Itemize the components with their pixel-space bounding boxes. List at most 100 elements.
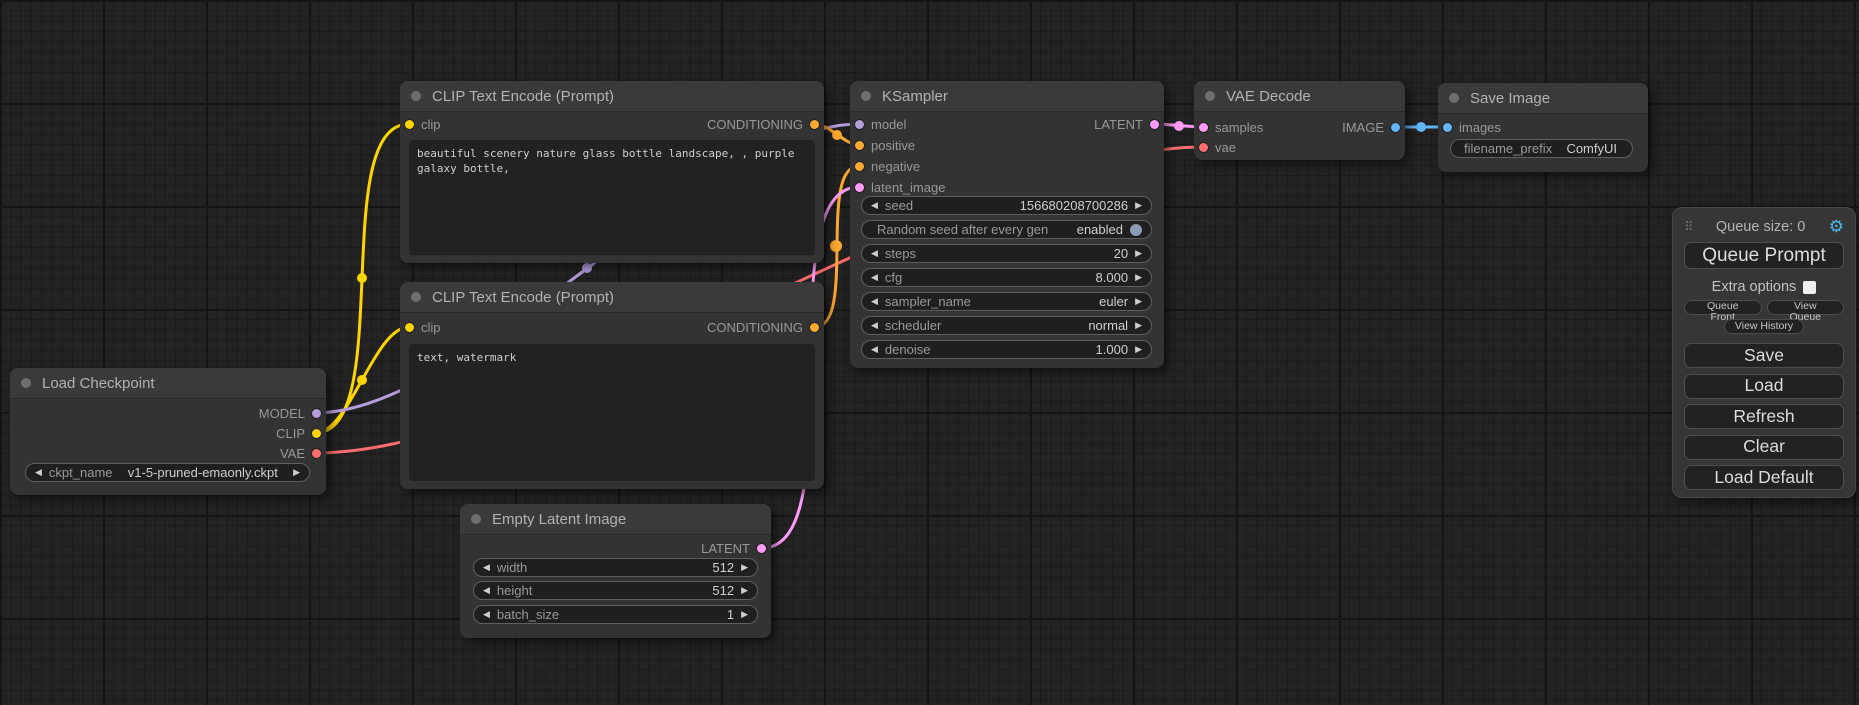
output-port-image[interactable]: IMAGE [1342, 118, 1400, 136]
increment-arrow-icon[interactable]: ▶ [741, 585, 748, 595]
collapse-dot-icon[interactable] [1205, 91, 1215, 101]
node-titlebar[interactable]: Empty Latent Image [460, 504, 771, 535]
port-dot[interactable] [855, 140, 864, 150]
decrement-arrow-icon[interactable]: ◀ [871, 248, 878, 258]
collapse-dot-icon[interactable] [1449, 93, 1459, 103]
increment-arrow-icon[interactable]: ▶ [741, 562, 748, 572]
save-button[interactable]: Save [1684, 343, 1844, 368]
port-dot[interactable] [405, 322, 414, 332]
decrement-arrow-icon[interactable]: ◀ [871, 344, 878, 354]
extra-options-checkbox[interactable] [1803, 280, 1817, 294]
input-port-negative[interactable]: negative [855, 157, 920, 175]
port-dot[interactable] [855, 161, 864, 171]
increment-arrow-icon[interactable]: ▶ [741, 609, 748, 619]
output-port-conditioning[interactable]: CONDITIONING [707, 318, 819, 336]
decrement-arrow-icon[interactable]: ◀ [35, 467, 42, 477]
load-default-button[interactable]: Load Default [1684, 465, 1844, 490]
wire-midpoint-dot[interactable] [1416, 122, 1426, 132]
increment-arrow-icon[interactable]: ▶ [1135, 320, 1142, 330]
increment-arrow-icon[interactable]: ▶ [1135, 272, 1142, 282]
wire-midpoint-dot[interactable] [582, 263, 592, 273]
decrement-arrow-icon[interactable]: ◀ [871, 272, 878, 282]
port-dot[interactable] [810, 322, 819, 332]
widget-height[interactable]: ◀ height 512 ▶ [473, 581, 758, 600]
wire-midpoint-dot[interactable] [357, 375, 367, 385]
widget-sampler-name[interactable]: ◀ sampler_name euler ▶ [861, 292, 1152, 311]
widget-seed[interactable]: ◀ seed 156680208700286 ▶ [861, 196, 1152, 215]
wire-midpoint-dot[interactable] [832, 130, 842, 140]
collapse-dot-icon[interactable] [21, 378, 31, 388]
increment-arrow-icon[interactable]: ▶ [1135, 296, 1142, 306]
port-dot[interactable] [405, 119, 414, 129]
port-dot[interactable] [1150, 119, 1159, 129]
gear-icon[interactable]: ⚙ [1828, 217, 1844, 237]
queue-front-button[interactable]: Queue Front [1684, 300, 1762, 322]
port-dot[interactable] [312, 448, 321, 458]
node-titlebar[interactable]: CLIP Text Encode (Prompt) [400, 81, 824, 112]
output-port-model[interactable]: MODEL [259, 404, 321, 422]
increment-arrow-icon[interactable]: ▶ [1135, 344, 1142, 354]
node-titlebar[interactable]: VAE Decode [1194, 81, 1405, 112]
input-port-latent-image[interactable]: latent_image [855, 178, 945, 196]
decrement-arrow-icon[interactable]: ◀ [871, 320, 878, 330]
port-dot[interactable] [855, 182, 864, 192]
port-dot[interactable] [855, 119, 864, 129]
decrement-arrow-icon[interactable]: ◀ [483, 562, 490, 572]
node-titlebar[interactable]: Save Image [1438, 83, 1648, 114]
input-port-model[interactable]: model [855, 115, 906, 133]
node-vae-decode[interactable]: VAE Decode samples vae IMAGE [1194, 81, 1405, 160]
widget-filename-prefix[interactable]: filename_prefix ComfyUI [1450, 139, 1633, 158]
widget-batch-size[interactable]: ◀ batch_size 1 ▶ [473, 605, 758, 624]
output-port-latent[interactable]: LATENT [1094, 115, 1159, 133]
collapse-dot-icon[interactable] [411, 91, 421, 101]
node-clip-text-encode-positive[interactable]: CLIP Text Encode (Prompt) clip CONDITION… [400, 81, 824, 263]
widget-width[interactable]: ◀ width 512 ▶ [473, 558, 758, 577]
increment-arrow-icon[interactable]: ▶ [1135, 200, 1142, 210]
wire-midpoint-dot[interactable] [830, 240, 842, 252]
decrement-arrow-icon[interactable]: ◀ [871, 200, 878, 210]
load-button[interactable]: Load [1684, 373, 1844, 399]
refresh-button[interactable]: Refresh [1684, 404, 1844, 429]
prompt-textarea[interactable]: text, watermark [409, 344, 815, 481]
wire-midpoint-dot[interactable] [357, 273, 367, 283]
port-dot[interactable] [810, 119, 819, 129]
node-ksampler[interactable]: KSampler model positive negative latent_… [850, 81, 1164, 368]
port-dot[interactable] [757, 543, 766, 553]
increment-arrow-icon[interactable]: ▶ [1135, 248, 1142, 258]
input-port-images[interactable]: images [1443, 118, 1501, 136]
output-port-conditioning[interactable]: CONDITIONING [707, 115, 819, 133]
output-port-latent[interactable]: LATENT [701, 539, 766, 557]
toggle-enabled-icon[interactable] [1130, 223, 1142, 236]
view-history-button[interactable]: View History [1723, 319, 1805, 334]
decrement-arrow-icon[interactable]: ◀ [871, 296, 878, 306]
widget-random-seed-toggle[interactable]: Random seed after every gen enabled [861, 220, 1152, 239]
port-dot[interactable] [312, 408, 321, 418]
input-port-vae[interactable]: vae [1199, 138, 1236, 156]
node-empty-latent-image[interactable]: Empty Latent Image LATENT ◀ width 512 ▶ … [460, 504, 771, 638]
view-queue-button[interactable]: View Queue [1766, 300, 1844, 322]
input-port-clip[interactable]: clip [405, 318, 441, 336]
node-titlebar[interactable]: Load Checkpoint [10, 368, 326, 399]
wire-midpoint-dot[interactable] [1174, 121, 1184, 131]
node-titlebar[interactable]: CLIP Text Encode (Prompt) [400, 282, 824, 313]
increment-arrow-icon[interactable]: ▶ [293, 467, 300, 477]
output-port-clip[interactable]: CLIP [276, 424, 321, 442]
collapse-dot-icon[interactable] [471, 514, 481, 524]
decrement-arrow-icon[interactable]: ◀ [483, 609, 490, 619]
widget-scheduler[interactable]: ◀ scheduler normal ▶ [861, 316, 1152, 335]
node-load-checkpoint[interactable]: Load Checkpoint MODEL CLIP VAE ◀ ckpt_na… [10, 368, 326, 495]
node-titlebar[interactable]: KSampler [850, 81, 1164, 112]
port-dot[interactable] [312, 428, 321, 438]
input-port-samples[interactable]: samples [1199, 118, 1263, 136]
widget-ckpt-name[interactable]: ◀ ckpt_name v1-5-pruned-emaonly.ckpt ▶ [25, 463, 310, 482]
widget-denoise[interactable]: ◀ denoise 1.000 ▶ [861, 340, 1152, 359]
node-clip-text-encode-negative[interactable]: CLIP Text Encode (Prompt) clip CONDITION… [400, 282, 824, 489]
collapse-dot-icon[interactable] [411, 292, 421, 302]
clear-button[interactable]: Clear [1684, 434, 1844, 460]
port-dot[interactable] [1199, 122, 1208, 132]
port-dot[interactable] [1391, 122, 1400, 132]
drag-handle-icon[interactable]: ⠿ [1684, 218, 1693, 234]
widget-cfg[interactable]: ◀ cfg 8.000 ▶ [861, 268, 1152, 287]
input-port-positive[interactable]: positive [855, 136, 915, 154]
